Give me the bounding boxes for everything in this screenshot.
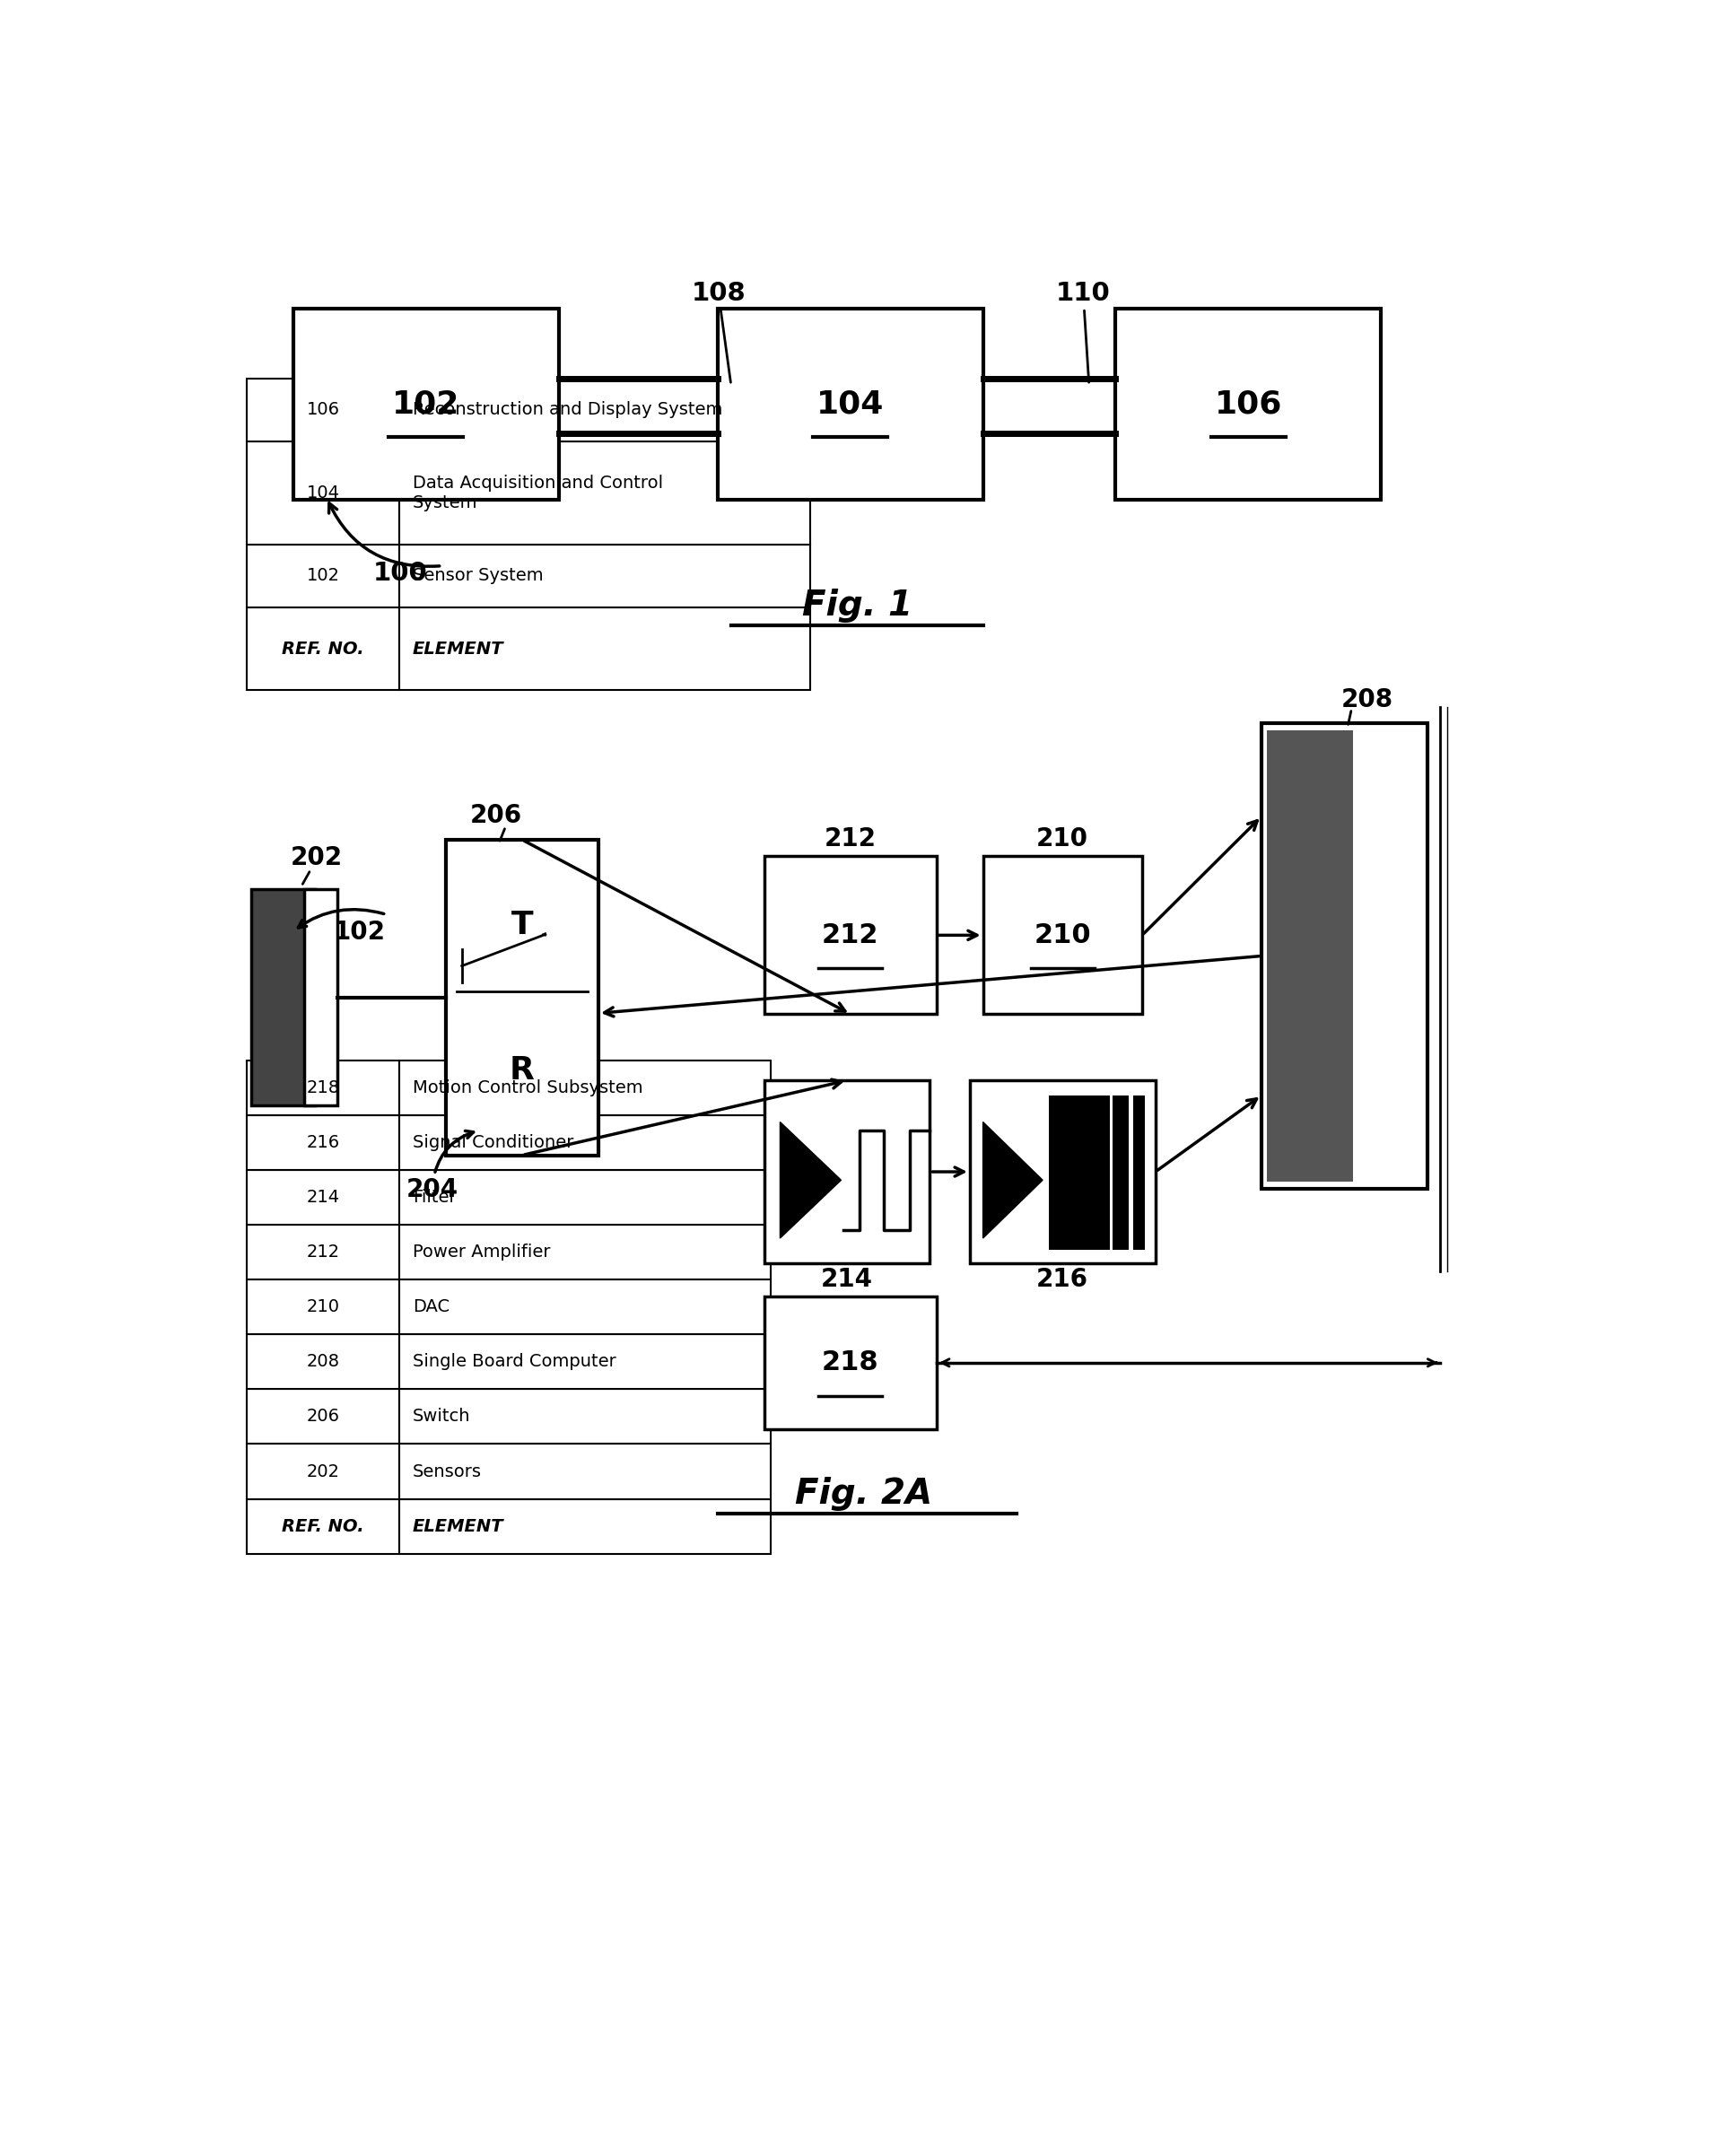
FancyBboxPatch shape (246, 543, 399, 608)
FancyBboxPatch shape (1049, 1095, 1110, 1250)
Text: 104: 104 (816, 388, 885, 418)
FancyBboxPatch shape (399, 377, 811, 442)
Text: Sensor System: Sensor System (412, 567, 544, 584)
FancyBboxPatch shape (399, 1281, 770, 1335)
FancyBboxPatch shape (399, 543, 811, 608)
Text: 212: 212 (825, 826, 876, 852)
Text: Motion Control Subsystem: Motion Control Subsystem (412, 1080, 643, 1097)
FancyBboxPatch shape (1261, 724, 1427, 1188)
Text: 104: 104 (306, 485, 340, 502)
Text: 110: 110 (1056, 280, 1110, 382)
FancyBboxPatch shape (246, 1445, 399, 1498)
Text: REF. NO.: REF. NO. (282, 640, 364, 658)
FancyBboxPatch shape (399, 1061, 770, 1115)
FancyBboxPatch shape (305, 890, 337, 1106)
FancyBboxPatch shape (765, 1080, 931, 1263)
Text: 204: 204 (406, 1132, 474, 1203)
Text: 210: 210 (306, 1298, 340, 1315)
FancyBboxPatch shape (399, 1388, 770, 1445)
Text: 218: 218 (306, 1080, 340, 1097)
FancyBboxPatch shape (246, 608, 399, 690)
FancyBboxPatch shape (399, 1225, 770, 1281)
Text: Single Board Computer: Single Board Computer (412, 1354, 616, 1371)
FancyBboxPatch shape (982, 856, 1143, 1013)
FancyBboxPatch shape (246, 442, 399, 543)
FancyBboxPatch shape (1112, 1095, 1129, 1250)
Text: Power Amplifier: Power Amplifier (412, 1244, 551, 1261)
Text: 102: 102 (334, 921, 385, 944)
FancyBboxPatch shape (765, 856, 936, 1013)
Text: 106: 106 (306, 401, 340, 418)
Text: 212: 212 (821, 923, 879, 949)
FancyBboxPatch shape (399, 608, 811, 690)
Text: Fig. 1: Fig. 1 (802, 589, 912, 623)
Text: 100: 100 (373, 561, 428, 586)
Text: 210: 210 (1033, 923, 1092, 949)
Text: 106: 106 (1215, 388, 1282, 418)
Text: 214: 214 (306, 1188, 340, 1205)
Text: 202: 202 (306, 1464, 340, 1479)
Text: Sensors: Sensors (412, 1464, 483, 1479)
Text: REF. NO.: REF. NO. (282, 1518, 364, 1535)
FancyBboxPatch shape (246, 1388, 399, 1445)
Text: ELEMENT: ELEMENT (412, 1518, 503, 1535)
Text: 212: 212 (306, 1244, 340, 1261)
FancyBboxPatch shape (246, 1061, 399, 1115)
Text: 210: 210 (1037, 826, 1088, 852)
Text: R: R (510, 1054, 534, 1084)
FancyBboxPatch shape (447, 841, 599, 1156)
FancyBboxPatch shape (765, 1296, 936, 1429)
Text: 206: 206 (471, 804, 522, 828)
Text: Switch: Switch (412, 1408, 471, 1425)
Polygon shape (780, 1121, 842, 1238)
FancyBboxPatch shape (246, 1335, 399, 1388)
Text: Fig. 2A: Fig. 2A (796, 1477, 932, 1511)
Text: ELEMENT: ELEMENT (412, 640, 503, 658)
FancyBboxPatch shape (399, 1335, 770, 1388)
Text: Filter: Filter (412, 1188, 457, 1205)
FancyBboxPatch shape (246, 1171, 399, 1225)
FancyBboxPatch shape (970, 1080, 1155, 1263)
Text: 218: 218 (821, 1350, 879, 1376)
FancyBboxPatch shape (399, 1445, 770, 1498)
FancyBboxPatch shape (399, 1498, 770, 1554)
Text: 216: 216 (306, 1134, 340, 1151)
Polygon shape (982, 1121, 1042, 1238)
Text: 208: 208 (1341, 688, 1393, 711)
FancyBboxPatch shape (246, 1225, 399, 1281)
Text: DAC: DAC (412, 1298, 450, 1315)
FancyBboxPatch shape (399, 1171, 770, 1225)
FancyBboxPatch shape (399, 442, 811, 543)
FancyBboxPatch shape (294, 308, 558, 500)
Text: 216: 216 (1037, 1266, 1088, 1291)
FancyBboxPatch shape (246, 377, 399, 442)
Text: 208: 208 (306, 1354, 340, 1371)
FancyBboxPatch shape (246, 1498, 399, 1554)
Text: 102: 102 (306, 567, 340, 584)
Text: 202: 202 (291, 845, 342, 871)
FancyBboxPatch shape (719, 308, 982, 500)
FancyBboxPatch shape (246, 1115, 399, 1171)
FancyBboxPatch shape (246, 1281, 399, 1335)
FancyBboxPatch shape (1266, 731, 1353, 1181)
FancyBboxPatch shape (252, 890, 315, 1106)
Text: Signal Conditioner: Signal Conditioner (412, 1134, 573, 1151)
Text: 206: 206 (306, 1408, 340, 1425)
FancyBboxPatch shape (399, 1115, 770, 1171)
Text: Reconstruction and Display System: Reconstruction and Display System (412, 401, 722, 418)
FancyBboxPatch shape (1116, 308, 1381, 500)
Text: 102: 102 (392, 388, 460, 418)
Text: T: T (512, 910, 534, 940)
Text: Data Acquisition and Control
System: Data Acquisition and Control System (412, 474, 664, 511)
Text: 214: 214 (821, 1266, 873, 1291)
FancyBboxPatch shape (1133, 1095, 1145, 1250)
Text: 108: 108 (691, 280, 746, 382)
